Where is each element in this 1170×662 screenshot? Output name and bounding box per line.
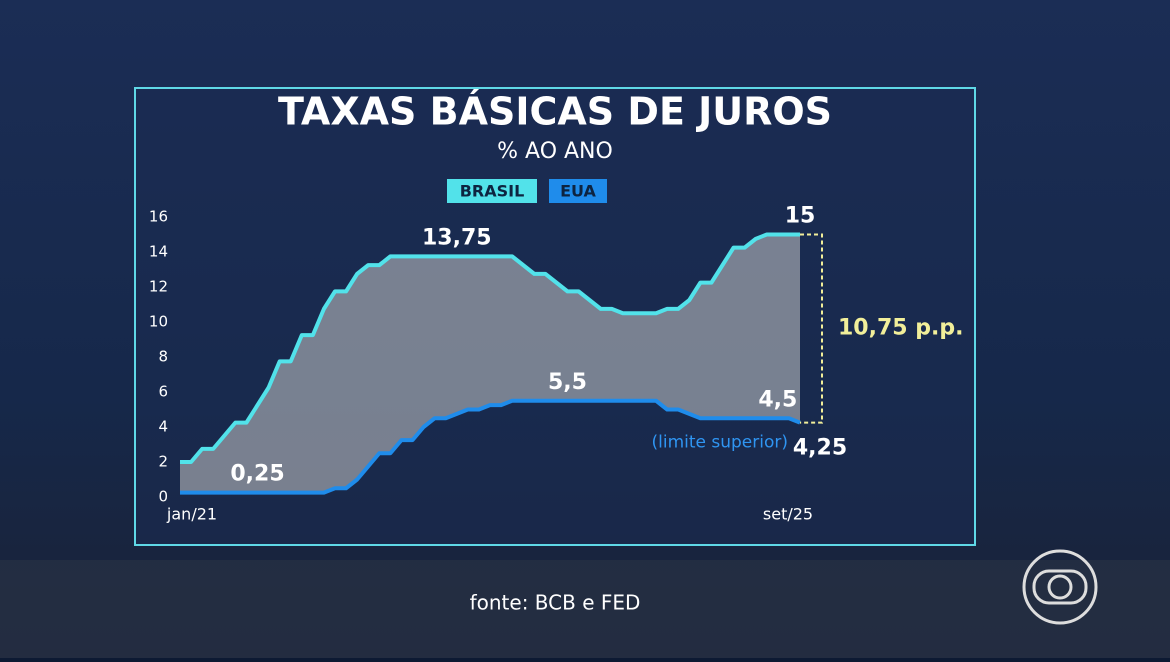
x-tick-label: jan/21: [166, 505, 217, 524]
gap-bracket: [800, 233, 823, 424]
desk: [0, 560, 1170, 658]
legend-swatch: [447, 179, 537, 203]
legend-label: EUA: [560, 182, 596, 201]
legend-swatch: [549, 179, 607, 203]
value-label: 5,5: [548, 370, 587, 395]
y-tick-label: 10: [149, 313, 168, 331]
y-tick-label: 0: [158, 488, 168, 506]
source: fonte: BCB e FED: [470, 591, 641, 615]
y-tick-label: 12: [149, 278, 168, 296]
chart-subtitle: % AO ANO: [497, 139, 613, 164]
note: (limite superior): [651, 433, 788, 453]
x-tick-label: set/25: [763, 505, 813, 524]
value-label: 0,25: [230, 462, 284, 487]
value-label: 15: [785, 204, 816, 229]
y-tick-label: 6: [158, 383, 168, 401]
value-label: 4,5: [758, 387, 797, 412]
gap-label: 10,75 p.p.: [838, 316, 963, 341]
y-tick-label: 14: [149, 243, 168, 261]
line: [180, 398, 801, 495]
line: [180, 232, 800, 464]
y-tick-label: 8: [158, 348, 168, 366]
chart-title: TAXAS BÁSICAS DE JUROS: [278, 90, 832, 134]
value-label: 4,25: [793, 436, 847, 461]
tv-logo: [1022, 549, 1098, 625]
y-tick-label: 4: [158, 418, 168, 436]
y-tick-label: 16: [149, 208, 168, 226]
legend-label: BRASIL: [460, 182, 525, 201]
spread-area: [180, 234, 800, 493]
y-tick-label: 2: [158, 453, 168, 471]
value-label: 13,75: [422, 225, 492, 250]
